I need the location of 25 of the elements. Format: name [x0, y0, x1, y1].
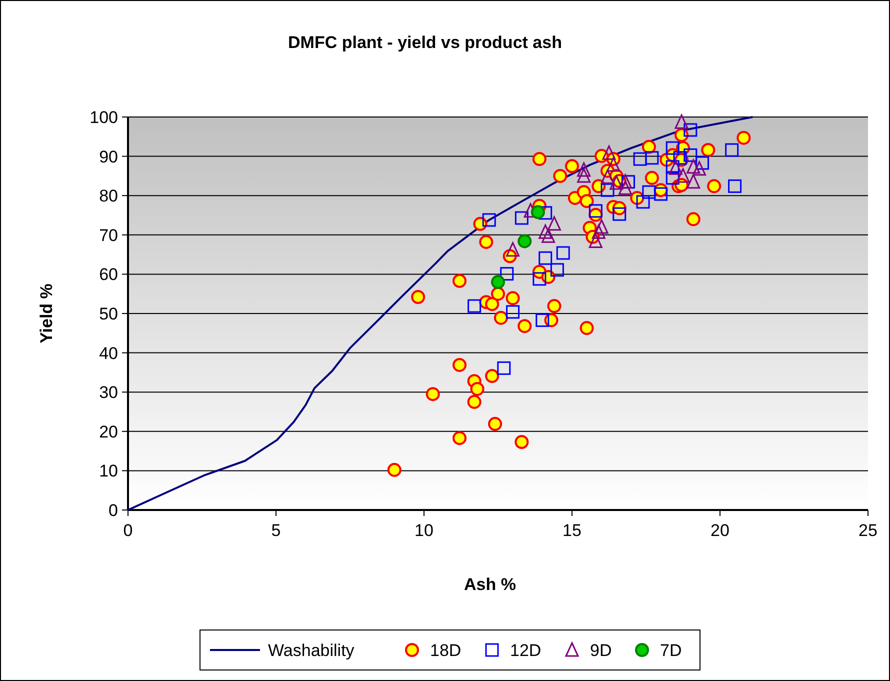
x-tick-label: 0 [123, 521, 133, 540]
chart-title: DMFC plant - yield vs product ash [288, 33, 562, 52]
y-tick-label: 40 [99, 344, 118, 363]
y-tick-label: 70 [99, 226, 118, 245]
x-tick-label: 5 [271, 521, 281, 540]
x-tick-label: 15 [562, 521, 582, 540]
x-axis-title: Ash % [464, 575, 516, 594]
y-tick-label: 50 [99, 304, 118, 324]
legend-label: 18D [430, 641, 462, 660]
y-tick-label: 60 [99, 265, 118, 284]
y-tick-label: 0 [108, 501, 118, 520]
y-tick-label: 30 [99, 383, 118, 402]
x-tick-label: 10 [414, 521, 434, 540]
y-tick-label: 20 [99, 422, 118, 442]
y-tick-label: 90 [99, 147, 118, 166]
legend-label: 12D [510, 641, 542, 660]
y-tick-label: 80 [99, 186, 118, 206]
y-tick-label: 100 [90, 108, 118, 127]
y-axis-title: Yield % [37, 284, 56, 344]
legend-label: 9D [590, 641, 612, 660]
y-tick-label: 10 [99, 462, 118, 481]
x-tick-label: 20 [710, 521, 730, 540]
legend-label: 7D [660, 641, 682, 660]
legend-label: Washability [268, 641, 355, 660]
x-tick-label: 25 [858, 521, 878, 540]
